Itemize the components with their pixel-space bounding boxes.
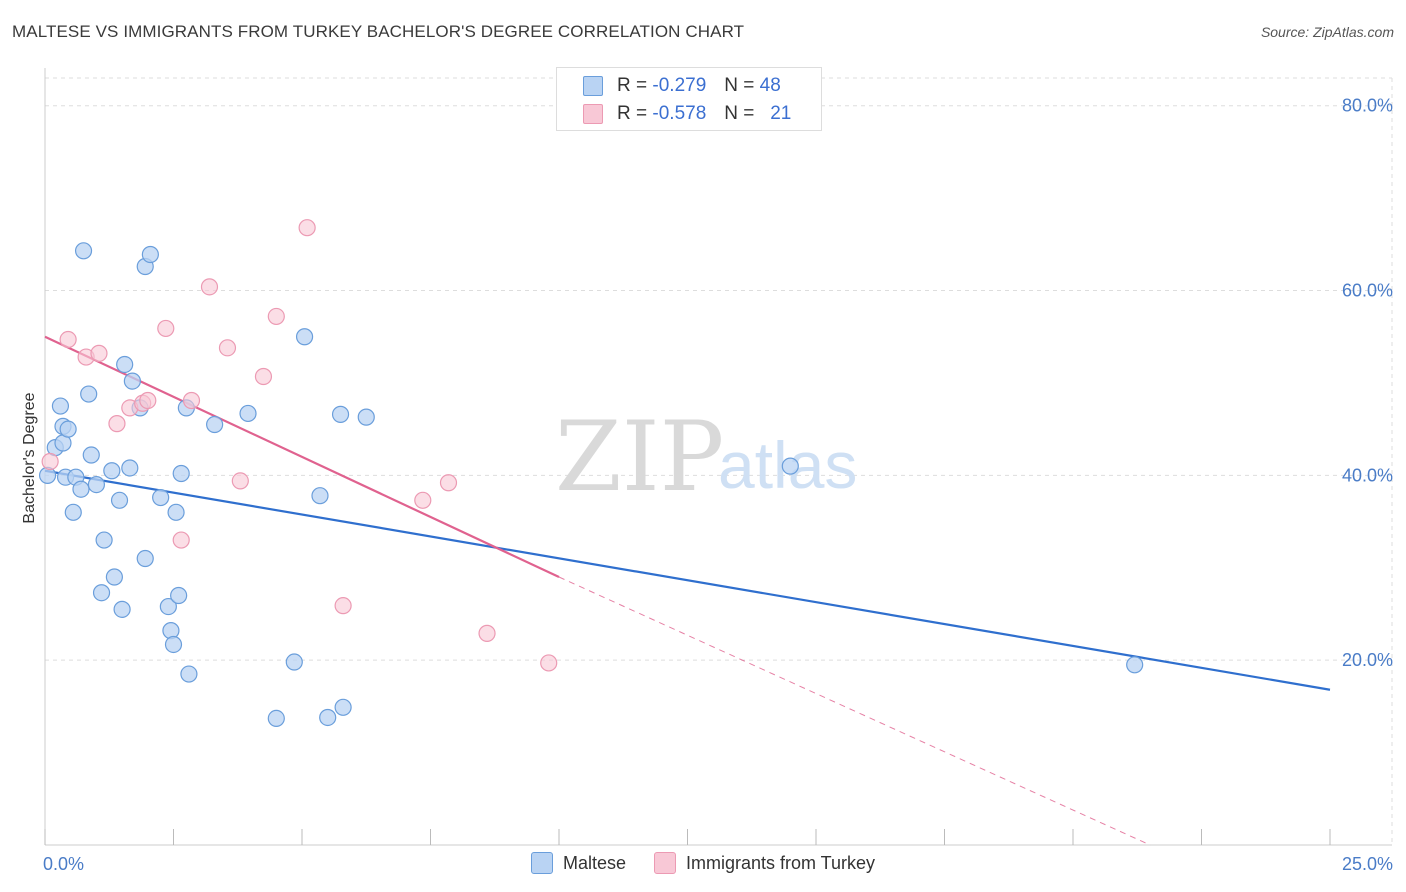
point-maltese	[113, 600, 131, 618]
point-maltese	[319, 708, 337, 727]
legend-n-label: N =	[724, 75, 755, 96]
point-maltese	[72, 480, 90, 498]
y-axis-label: Bachelor's Degree	[21, 392, 38, 523]
point-maltese	[110, 491, 129, 509]
legend-r-label: R =	[617, 75, 648, 96]
x-tick-label: 0.0%	[43, 854, 84, 874]
point-maltese	[267, 709, 285, 727]
point-turkey	[218, 339, 237, 357]
point-maltese	[64, 503, 82, 521]
point-maltese	[170, 586, 188, 605]
point-maltese	[331, 405, 350, 423]
point-turkey	[172, 531, 190, 549]
source-label: Source: ZipAtlas.com	[1260, 24, 1394, 40]
point-maltese	[239, 404, 257, 423]
point-turkey	[157, 319, 175, 338]
point-maltese	[180, 665, 198, 683]
point-maltese	[123, 372, 141, 390]
point-turkey	[182, 391, 201, 410]
point-maltese	[59, 420, 77, 438]
point-turkey	[231, 472, 249, 490]
point-turkey	[139, 391, 157, 410]
point-maltese	[121, 459, 139, 477]
point-maltese	[95, 531, 113, 549]
point-maltese	[103, 462, 121, 480]
point-maltese	[164, 635, 183, 654]
legend-n-value: 21	[770, 103, 792, 124]
chart-title: MALTESE VS IMMIGRANTS FROM TURKEY BACHEL…	[12, 22, 745, 41]
point-maltese	[136, 549, 154, 568]
watermark-zip: ZIP	[555, 401, 724, 513]
point-maltese	[141, 245, 159, 264]
point-turkey	[298, 219, 316, 237]
point-turkey	[254, 367, 273, 386]
point-maltese	[167, 503, 185, 521]
legend-swatch-turkey	[583, 104, 603, 124]
legend-n-value: 48	[759, 75, 781, 96]
data-points	[38, 219, 1144, 727]
point-maltese	[162, 622, 180, 640]
x-tick-label: 25.0%	[1342, 854, 1393, 874]
point-maltese	[82, 446, 100, 464]
bottom-legend: Maltese Immigrants from Turkey	[0, 852, 1406, 874]
legend-r-value: -0.578	[652, 103, 707, 124]
point-turkey	[267, 307, 285, 326]
point-maltese	[311, 487, 329, 505]
stats-legend: R = -0.279 N = 48 R = -0.578 N = 21	[556, 67, 822, 131]
point-turkey	[90, 344, 108, 362]
point-turkey	[41, 452, 59, 471]
point-turkey	[439, 474, 458, 492]
point-maltese	[80, 385, 98, 403]
watermark: ZIP atlas	[555, 401, 857, 513]
trend-line-turkey	[44, 335, 560, 579]
point-maltese	[38, 466, 57, 484]
point-turkey	[334, 597, 352, 615]
point-maltese	[781, 457, 799, 475]
point-turkey	[540, 654, 558, 672]
legend-swatch-maltese	[530, 852, 553, 874]
point-maltese	[92, 584, 111, 602]
y-tick-label: 20.0%	[1342, 650, 1393, 670]
point-turkey	[59, 330, 77, 349]
point-turkey	[108, 415, 126, 433]
tick-labels: 20.0% 40.0% 60.0% 80.0% 0.0% 25.0%	[43, 96, 1393, 874]
bottom-legend-maltese[interactable]: Maltese	[530, 852, 626, 874]
legend-n-label: N =	[724, 103, 755, 124]
y-tick-label: 60.0%	[1342, 281, 1393, 301]
point-maltese	[116, 355, 134, 374]
point-maltese	[159, 597, 177, 616]
point-maltese	[334, 698, 352, 716]
point-maltese	[295, 328, 314, 346]
legend-label-maltese: Maltese	[562, 852, 626, 873]
point-turkey	[200, 278, 219, 296]
legend-swatch-maltese	[583, 76, 603, 96]
point-maltese	[152, 488, 170, 507]
point-maltese	[172, 464, 190, 483]
y-tick-label: 40.0%	[1342, 465, 1393, 485]
y-tick-label: 80.0%	[1342, 96, 1393, 116]
legend-label-turkey: Immigrants from Turkey	[685, 852, 876, 873]
point-turkey	[414, 491, 432, 509]
trend-line-maltese	[44, 469, 1331, 691]
point-maltese	[206, 415, 224, 434]
legend-r-label: R =	[617, 103, 648, 124]
bottom-legend-turkey[interactable]: Immigrants from Turkey	[653, 852, 876, 874]
point-maltese	[74, 242, 93, 260]
trend-line-turkey-extrapolated	[558, 576, 1151, 846]
point-maltese	[87, 476, 106, 494]
legend-swatch-turkey	[653, 852, 676, 874]
point-maltese	[51, 397, 70, 415]
legend-row-turkey: R = -0.578 N = 21	[583, 102, 791, 126]
legend-r-value: -0.279	[652, 75, 707, 96]
point-turkey	[478, 624, 496, 642]
point-maltese	[105, 568, 123, 586]
point-maltese	[1126, 656, 1144, 674]
legend-row-maltese: R = -0.279 N = 48	[583, 74, 781, 98]
point-maltese	[285, 653, 303, 671]
point-maltese	[357, 408, 375, 426]
